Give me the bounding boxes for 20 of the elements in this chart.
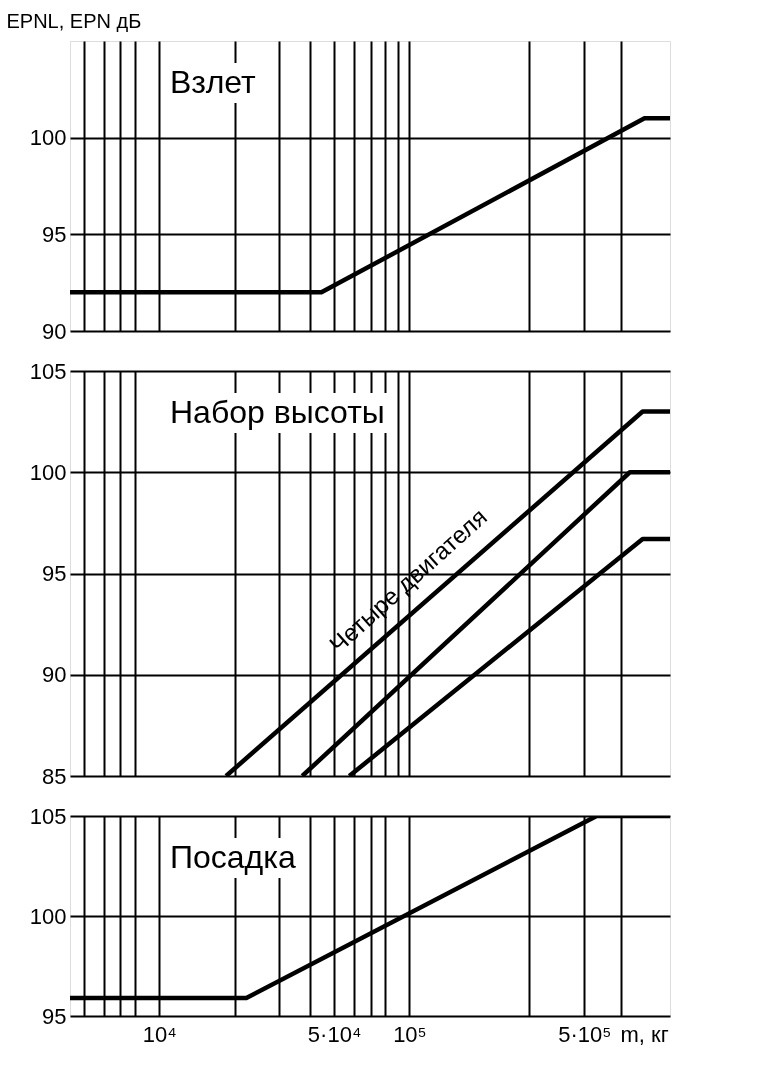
- annotation: Набор высоты: [170, 394, 385, 430]
- x-tick-label: 10⁴: [142, 1021, 177, 1047]
- y-tick-label: 105: [29, 803, 67, 829]
- y-tick-label: 100: [29, 903, 67, 929]
- y-tick-label: 100: [29, 125, 67, 151]
- annotation: Посадка: [170, 839, 296, 875]
- y-tick-label: 95: [42, 561, 67, 586]
- x-tick-label: 5·10⁵: [558, 1021, 612, 1047]
- x-tick-label: 10⁵: [393, 1021, 427, 1047]
- y-tick-label: 90: [42, 318, 67, 344]
- y-axis-title: EPNL, EPN дБ: [6, 9, 142, 32]
- y-tick-label: 100: [29, 459, 67, 485]
- y-tick-label: 95: [42, 221, 67, 247]
- y-tick-label: 95: [42, 1003, 67, 1029]
- y-tick-label: 85: [42, 763, 67, 789]
- x-axis-title: m, кг: [620, 1021, 669, 1047]
- y-tick-label: 105: [29, 358, 67, 384]
- x-tick-label: 5·10⁴: [307, 1021, 362, 1047]
- y-tick-label: 90: [42, 662, 67, 688]
- annotation: Взлет: [170, 64, 257, 100]
